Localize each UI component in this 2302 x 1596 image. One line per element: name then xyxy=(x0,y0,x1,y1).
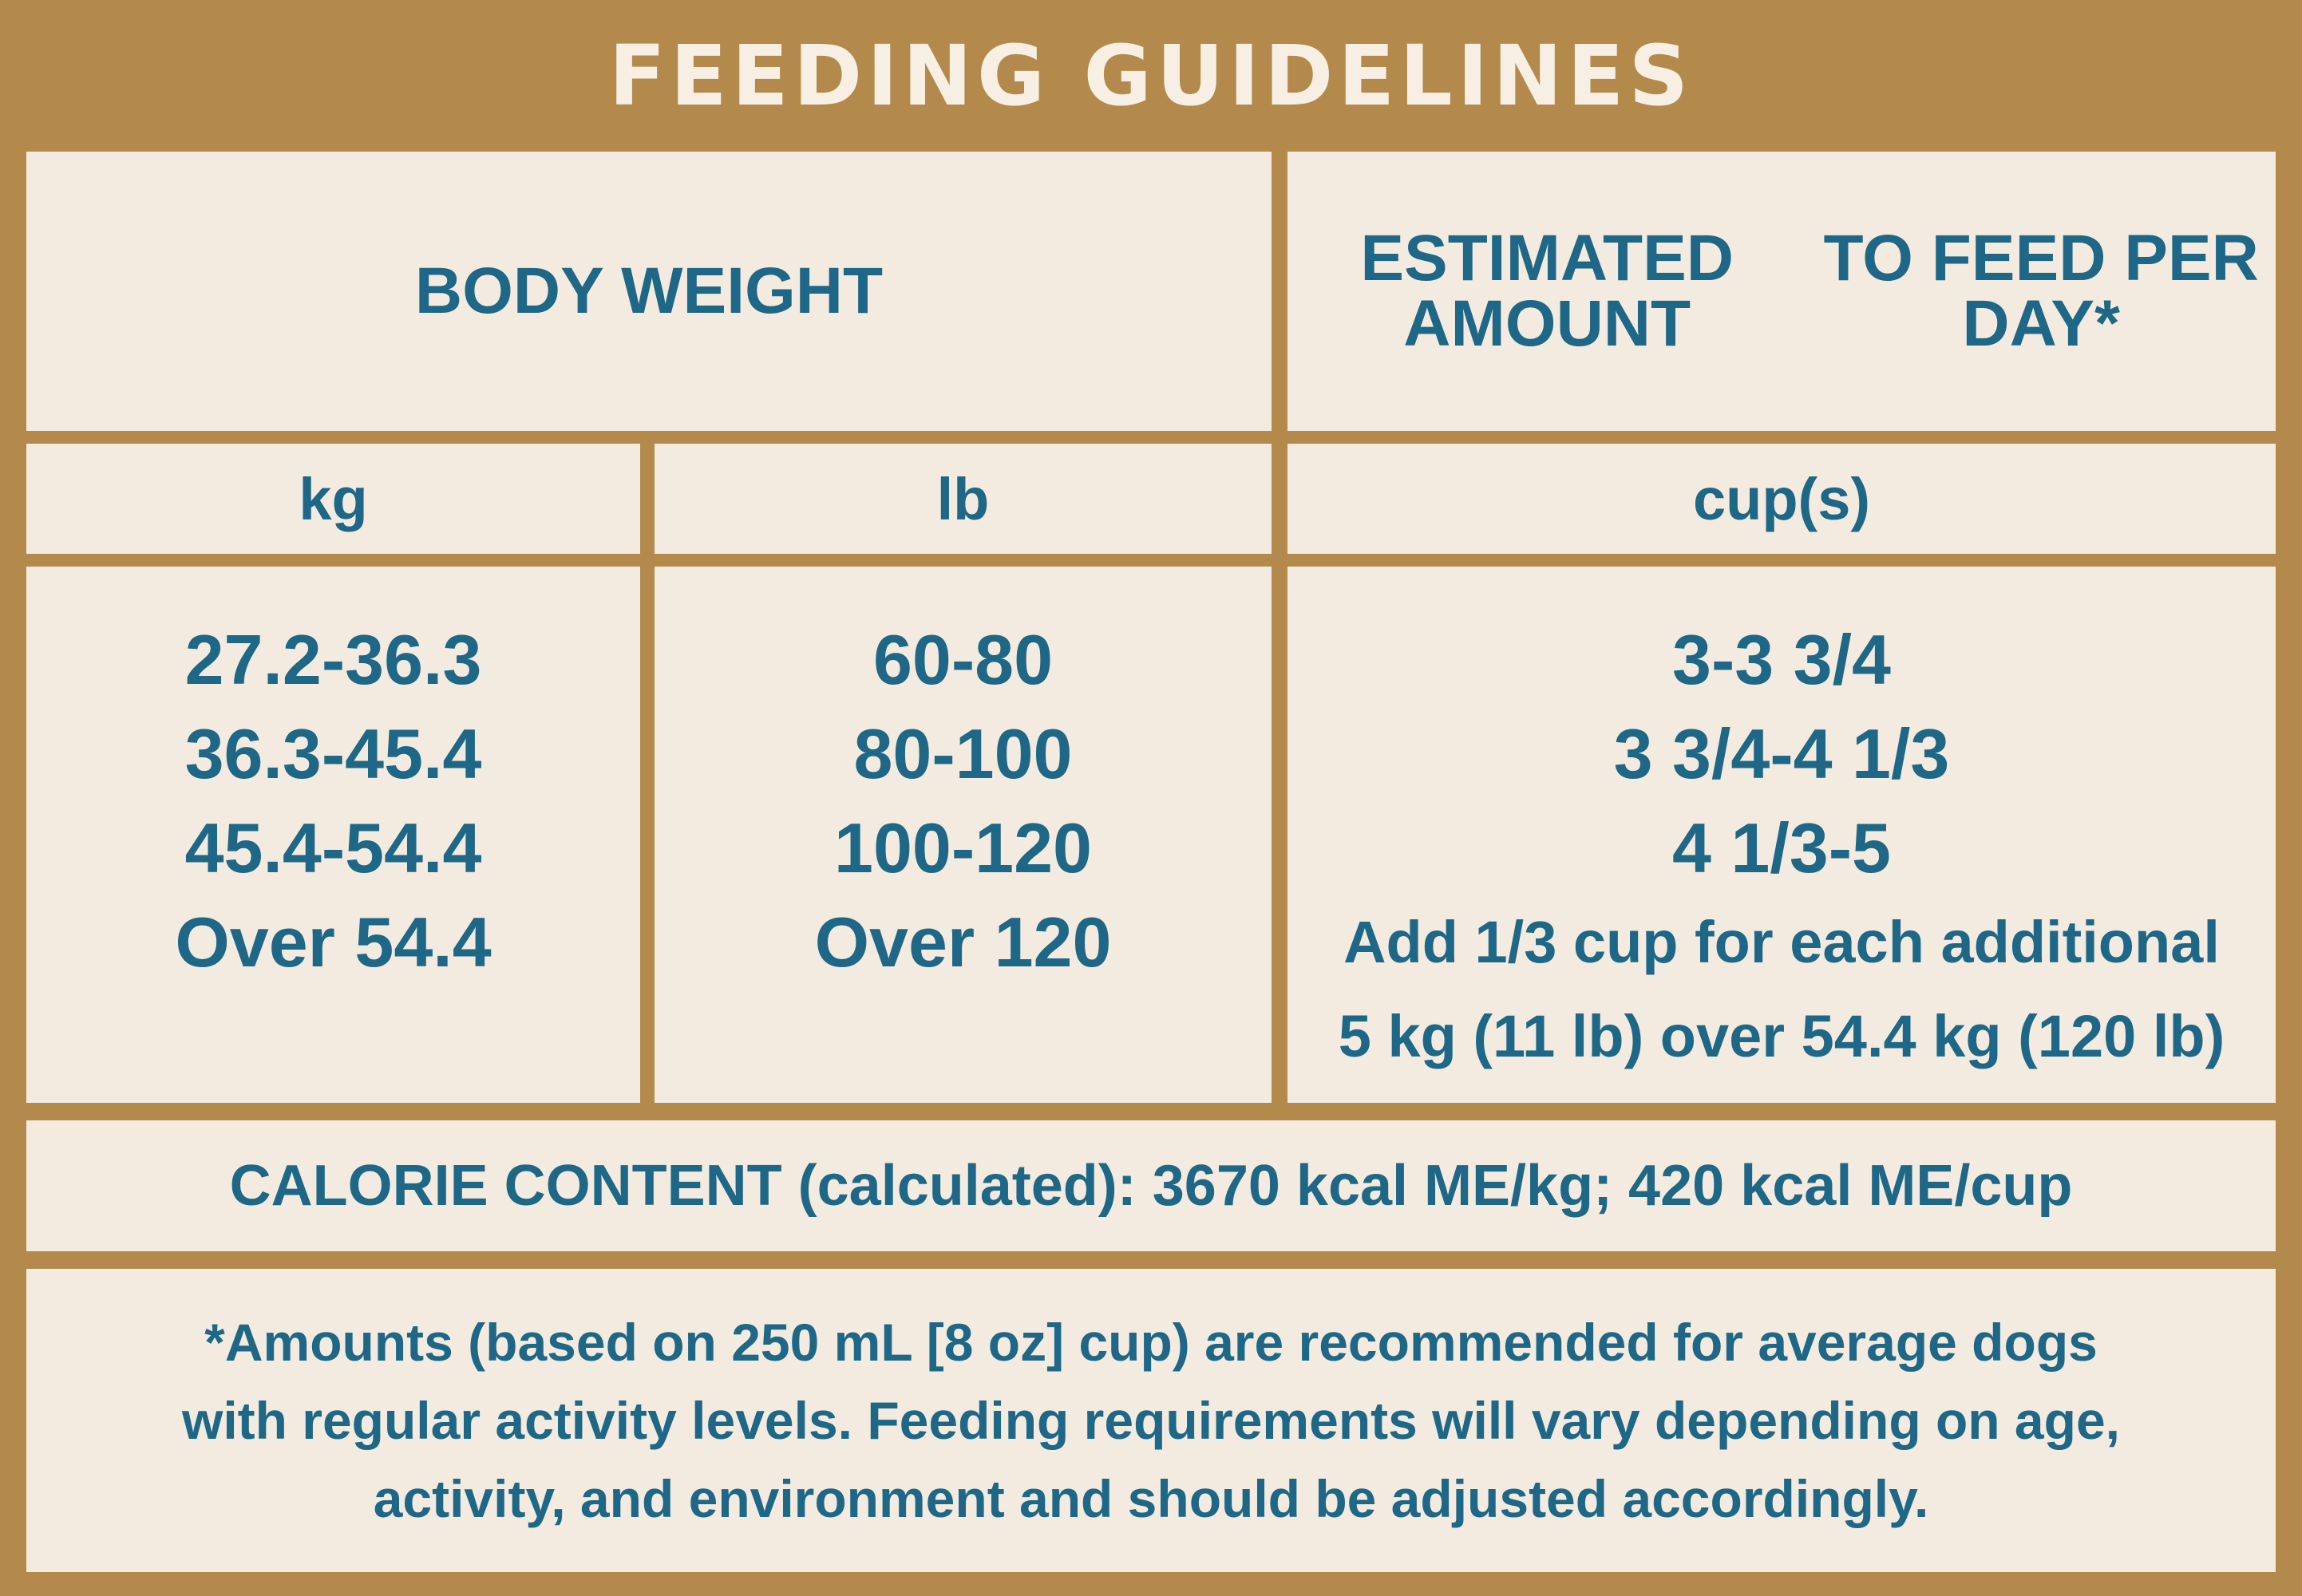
lb-values-cell: 60-80 80-100 100-120 Over 120 xyxy=(655,567,1272,1103)
kg-value: 27.2-36.3 xyxy=(184,620,482,699)
footnote: *Amounts (based on 250 mL [8 oz] cup) ar… xyxy=(26,1269,2276,1572)
lb-value: Over 120 xyxy=(814,903,1112,982)
kg-column-header: kg xyxy=(26,444,640,554)
lb-column-header: lb xyxy=(655,444,1272,554)
lb-value: 60-80 xyxy=(872,620,1054,699)
lb-value: 80-100 xyxy=(853,714,1073,793)
kg-value: 36.3-45.4 xyxy=(184,714,482,793)
kg-value: 45.4-54.4 xyxy=(184,808,482,887)
kg-unit-label: kg xyxy=(299,465,368,532)
cups-value: 3 3/4-4 1/3 xyxy=(1613,714,1950,793)
estimated-amount-line1: ESTIMATED AMOUNT xyxy=(1360,222,1734,360)
footnote-line: *Amounts (based on 250 mL [8 oz] cup) ar… xyxy=(204,1313,2098,1372)
footnote-line: activity, and environment and should be … xyxy=(373,1469,1929,1528)
estimated-amount-header: ESTIMATED AMOUNT TO FEED PER DAY* xyxy=(1287,152,2276,431)
cups-unit-label: cup(s) xyxy=(1693,465,1870,532)
body-weight-header: BODY WEIGHT xyxy=(26,152,1272,431)
body-weight-header-label: BODY WEIGHT xyxy=(414,255,884,327)
kg-value: Over 54.4 xyxy=(175,903,492,982)
page-title: FEEDING GUIDELINES xyxy=(608,27,1694,124)
cups-note: 5 kg (11 lb) over 54.4 kg (120 lb) xyxy=(1338,1003,2225,1069)
cups-value: 3-3 3/4 xyxy=(1672,620,1891,699)
estimated-amount-line2: TO FEED PER DAY* xyxy=(1823,222,2259,360)
calorie-content-text: CALORIE CONTENT (calculated): 3670 kcal … xyxy=(229,1154,2073,1218)
calorie-content: CALORIE CONTENT (calculated): 3670 kcal … xyxy=(26,1120,2276,1251)
cups-note: Add 1/3 cup for each additional xyxy=(1343,909,2220,975)
cups-value: 4 1/3-5 xyxy=(1672,808,1891,887)
lb-unit-label: lb xyxy=(936,465,990,532)
cups-column-header: cup(s) xyxy=(1287,444,2276,554)
footnote-line: with regular activity levels. Feeding re… xyxy=(181,1391,2120,1450)
kg-values-cell: 27.2-36.3 36.3-45.4 45.4-54.4 Over 54.4 xyxy=(26,567,640,1103)
cups-values-cell: 3-3 3/4 3 3/4-4 1/3 4 1/3-5 Add 1/3 cup … xyxy=(1287,567,2276,1103)
lb-value: 100-120 xyxy=(834,808,1092,887)
